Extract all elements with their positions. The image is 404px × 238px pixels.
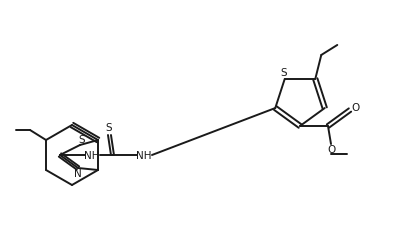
Text: O: O xyxy=(328,145,336,155)
Text: N: N xyxy=(74,169,82,179)
Text: S: S xyxy=(79,135,85,145)
Text: S: S xyxy=(106,123,112,133)
Text: S: S xyxy=(280,68,287,78)
Text: NH: NH xyxy=(84,151,100,161)
Text: O: O xyxy=(351,103,359,113)
Text: NH: NH xyxy=(136,151,152,161)
